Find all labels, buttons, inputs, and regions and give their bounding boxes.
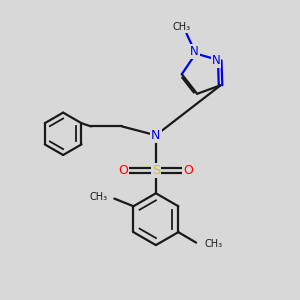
- Text: O: O: [183, 164, 193, 177]
- Text: N: N: [190, 45, 199, 58]
- Text: CH₃: CH₃: [204, 239, 223, 249]
- Text: CH₃: CH₃: [90, 192, 108, 202]
- Text: S: S: [152, 164, 160, 177]
- Text: O: O: [118, 164, 128, 177]
- Text: CH₃: CH₃: [172, 22, 190, 32]
- Text: N: N: [151, 129, 160, 142]
- Text: N: N: [212, 54, 220, 67]
